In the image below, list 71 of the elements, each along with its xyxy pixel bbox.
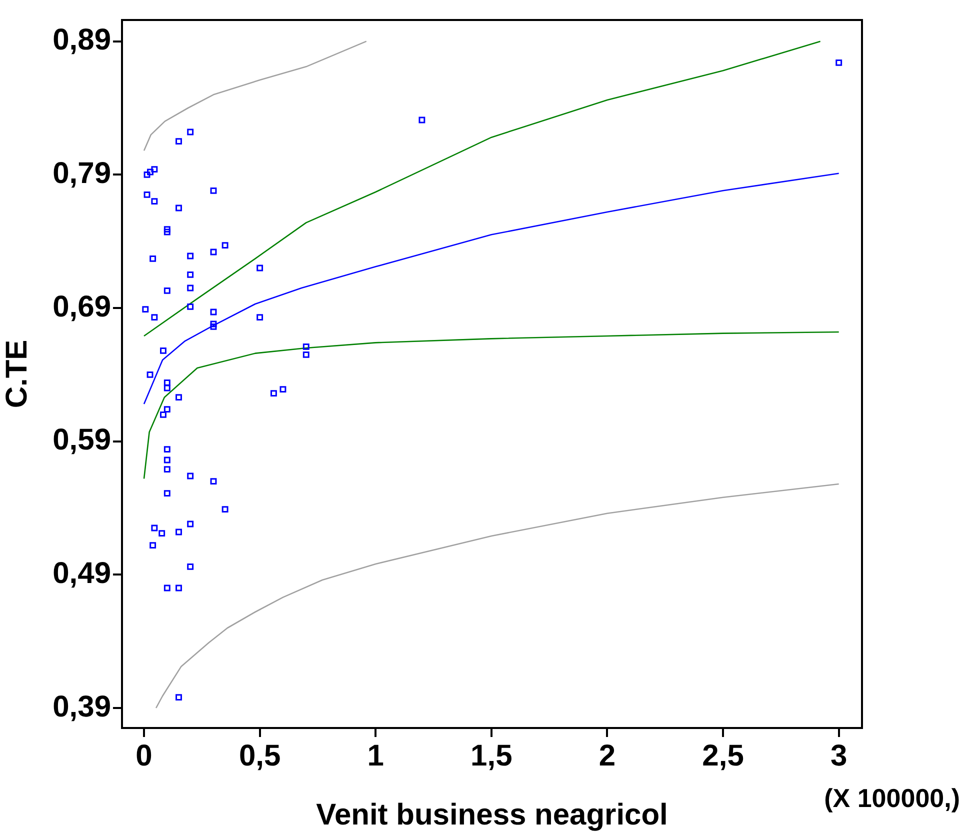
y-tick-label: 0,79 <box>52 156 111 190</box>
point <box>256 264 264 272</box>
point <box>176 694 182 701</box>
y-axis-title: C.TE <box>0 340 34 408</box>
point <box>146 371 154 378</box>
y-tick-label: 0,59 <box>52 424 111 457</box>
point <box>210 248 217 256</box>
point <box>210 323 217 330</box>
point <box>150 542 156 549</box>
point <box>160 347 166 354</box>
point <box>187 252 194 260</box>
point <box>176 584 182 592</box>
point <box>151 198 158 205</box>
point <box>151 314 158 321</box>
text: (X 100000,) <box>824 783 960 814</box>
point <box>270 390 277 397</box>
x-tick-label: 3 <box>830 739 848 772</box>
point <box>164 446 170 453</box>
x-tick-label: 1 <box>367 739 384 772</box>
x-tick-label: 1,5 <box>470 739 512 772</box>
point <box>158 530 166 537</box>
x-tick-label: 2 <box>598 739 616 772</box>
point <box>222 506 228 513</box>
x-axis-title: Venit business neagricol <box>316 798 668 832</box>
point <box>210 320 217 328</box>
x-tick-label: 0 <box>136 739 152 772</box>
point <box>187 271 194 278</box>
point <box>144 171 150 178</box>
point <box>187 128 194 136</box>
point <box>151 524 158 532</box>
y-tick-label: 0,69 <box>52 290 111 324</box>
point <box>144 191 150 198</box>
point <box>280 386 286 393</box>
point <box>187 284 194 292</box>
point <box>176 528 182 536</box>
point <box>210 308 217 316</box>
point <box>187 472 194 480</box>
point <box>302 351 310 358</box>
point <box>164 228 170 236</box>
point <box>210 187 217 194</box>
point <box>142 306 149 313</box>
point <box>164 226 170 233</box>
y-tick-label: 0,89 <box>52 24 111 57</box>
point <box>164 384 170 392</box>
point <box>150 255 156 262</box>
point <box>164 287 170 294</box>
point <box>160 411 166 418</box>
point <box>187 520 194 528</box>
point <box>164 456 170 464</box>
point <box>418 116 426 124</box>
point <box>836 59 842 66</box>
x-tick-label: 0,5 <box>238 739 281 772</box>
point <box>176 204 182 212</box>
x-tick-label: 2,5 <box>702 739 744 772</box>
point <box>164 466 170 473</box>
point <box>187 563 194 570</box>
point <box>187 303 194 310</box>
point <box>164 379 170 386</box>
point <box>176 394 182 401</box>
point <box>164 584 170 592</box>
point <box>176 138 182 145</box>
point <box>302 343 310 350</box>
point <box>164 490 170 497</box>
point <box>256 314 264 321</box>
point <box>147 168 154 176</box>
y-tick-label: 0,49 <box>52 556 111 590</box>
point <box>222 242 228 249</box>
point <box>210 478 217 485</box>
y-tick-label: 0,39 <box>52 690 111 724</box>
point <box>164 406 170 413</box>
point <box>151 166 158 173</box>
